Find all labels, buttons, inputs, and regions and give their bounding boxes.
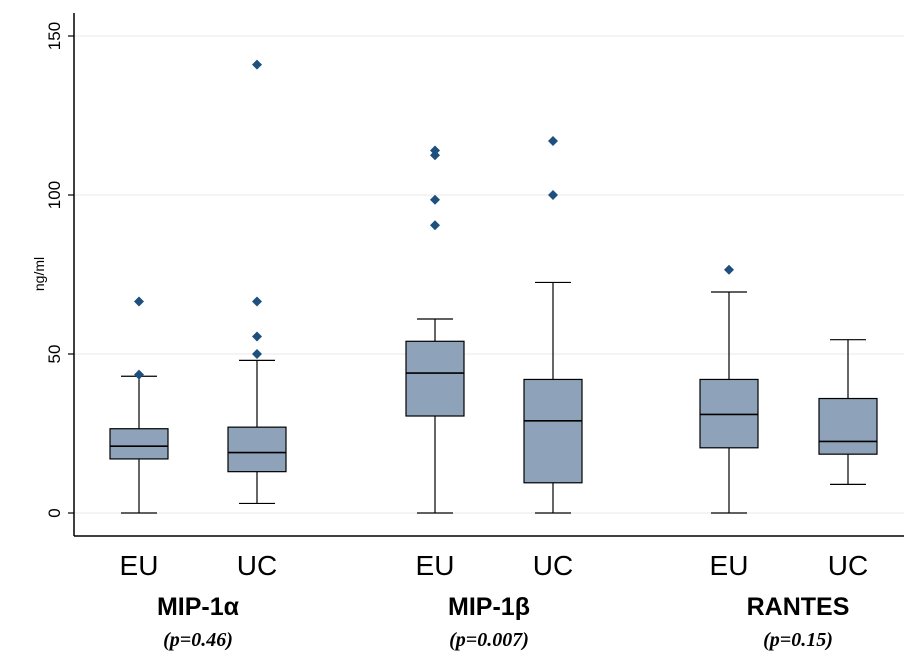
box-MIP-1β-UC xyxy=(523,135,583,514)
category-label: UC xyxy=(237,550,277,581)
outlier-point xyxy=(430,220,440,231)
outlier-point xyxy=(430,145,440,156)
category-label: EU xyxy=(120,550,159,581)
y-axis-label: ng/ml xyxy=(31,257,47,291)
gridlines xyxy=(74,35,904,514)
p-value-label: (p=0.46) xyxy=(163,629,233,651)
outlier-point xyxy=(134,296,144,307)
category-label: UC xyxy=(828,550,868,581)
group-label: MIP-1β xyxy=(448,593,530,621)
y-ticks: 0 50 100 150 xyxy=(45,22,74,518)
box-MIP-1β-EU xyxy=(405,145,465,514)
group-label: MIP-1α xyxy=(157,593,240,621)
category-label: UC xyxy=(533,550,573,581)
outlier-point xyxy=(252,331,262,342)
p-value-label: (p=0.007) xyxy=(449,629,529,651)
category-label: EU xyxy=(710,550,749,581)
box-RANTES-UC xyxy=(818,339,878,485)
y-tick-label: 50 xyxy=(45,345,64,364)
iqr-box xyxy=(818,397,878,455)
y-tick-label: 150 xyxy=(45,22,64,50)
box-MIP-1α-UC xyxy=(227,59,287,505)
outlier-point xyxy=(724,264,734,275)
outlier-point xyxy=(252,59,262,70)
iqr-box xyxy=(405,340,465,417)
boxes xyxy=(109,59,878,514)
y-tick-label: 100 xyxy=(45,181,64,209)
box-RANTES-EU xyxy=(699,264,759,514)
iqr-box xyxy=(227,426,287,473)
outlier-point xyxy=(430,194,440,205)
iqr-box xyxy=(109,428,169,460)
outlier-point xyxy=(134,369,144,380)
group-label: RANTES xyxy=(747,593,850,621)
axes xyxy=(73,13,904,537)
y-tick-label: 0 xyxy=(45,508,64,517)
p-value-label: (p=0.15) xyxy=(763,629,833,651)
outlier-point xyxy=(548,190,558,200)
iqr-box xyxy=(523,378,583,484)
outlier-point xyxy=(548,135,558,146)
outlier-point xyxy=(252,296,262,307)
category-label: EU xyxy=(416,550,455,581)
box-MIP-1α-EU xyxy=(109,296,169,514)
outlier-point xyxy=(252,349,262,359)
